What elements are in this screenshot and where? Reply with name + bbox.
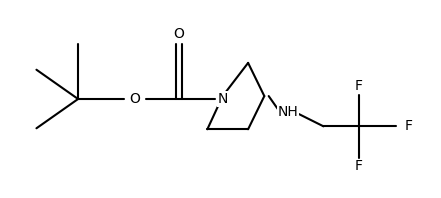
Text: O: O — [173, 27, 184, 41]
Text: NH: NH — [278, 105, 299, 119]
Text: O: O — [130, 92, 141, 106]
Text: F: F — [405, 119, 413, 133]
Text: N: N — [217, 92, 228, 106]
Text: F: F — [355, 79, 363, 93]
Text: F: F — [355, 159, 363, 173]
